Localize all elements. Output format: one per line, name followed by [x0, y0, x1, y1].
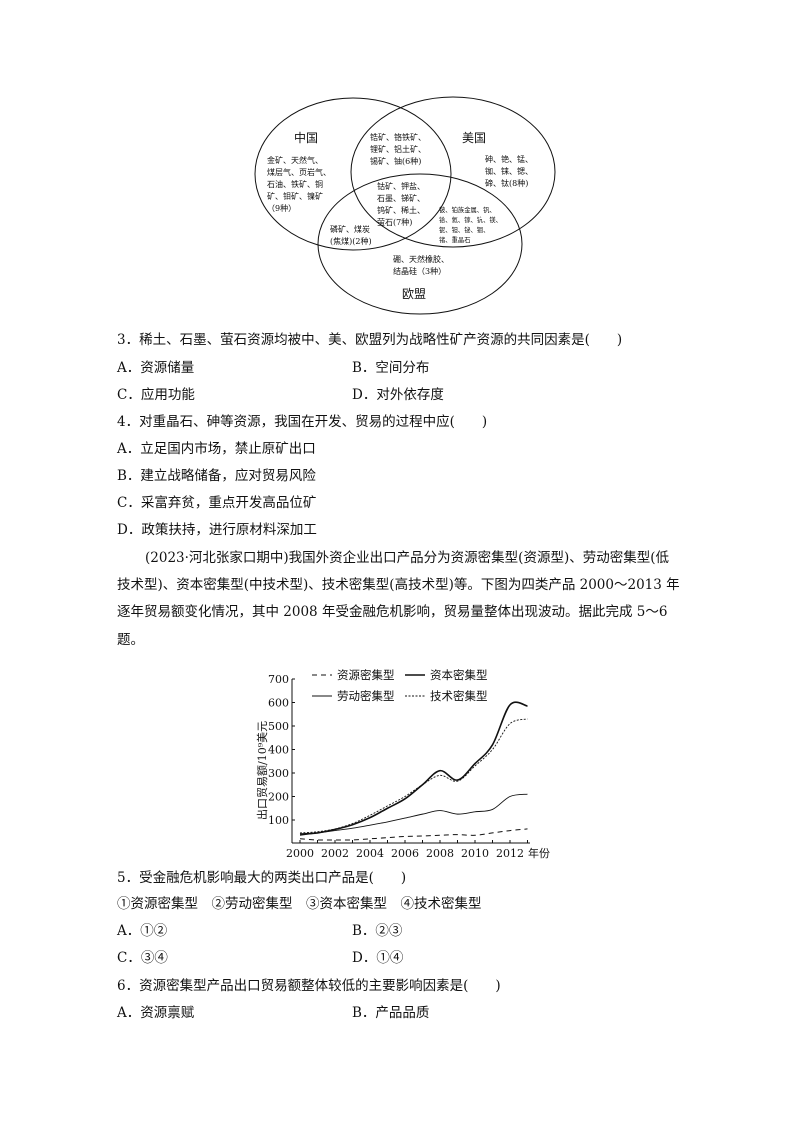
venn-china-us: 锡矿、铀(6种) — [370, 156, 421, 166]
circle-eu — [317, 173, 523, 315]
y-axis-label: 出口贸易额/10⁹美元 — [255, 721, 269, 820]
y-tick-label: 100 — [268, 814, 289, 827]
x-tick-label: 2008 — [426, 847, 454, 860]
y-tick-label: 600 — [268, 697, 289, 710]
q4-stem: 4．对重晶石、砷等资源，我国在开发、贸易的过程中应( ) — [117, 414, 488, 430]
venn-set-label: 美国 — [462, 131, 486, 145]
q5-stem: 5．受金融危机影响最大的两类出口产品是( ) — [117, 870, 407, 886]
x-tick-label: 2006 — [391, 847, 419, 860]
q4-option-b[interactable]: B．建立战略储备，应对贸易风险 — [117, 468, 316, 484]
venn-set-label: 中国 — [294, 130, 318, 145]
venn-china-us: 锆矿、铬铁矿、 — [370, 132, 426, 142]
legend-label: 劳动密集型 — [337, 689, 395, 703]
venn-china-only: 金矿、天然气、 — [267, 155, 323, 165]
y-tick-label: 400 — [268, 744, 289, 757]
q4-option-d[interactable]: D．政策扶持，进行原材料深加工 — [117, 522, 317, 538]
y-tick-label: 300 — [268, 767, 289, 780]
q5-option-c[interactable]: C．③④ — [117, 950, 168, 966]
venn-all-three: 钴矿、钾盐、 — [377, 181, 425, 191]
series-line-3 — [299, 718, 528, 834]
q5-option-b[interactable]: B．②③ — [352, 923, 403, 939]
venn-us-only: 碲、钛(8种) — [485, 178, 528, 188]
venn-us-only: 铷、铼、锶、 — [485, 166, 533, 176]
venn-all-three: 钨矿、稀土、 — [377, 205, 425, 215]
venn-set-label: 欧盟 — [402, 287, 426, 301]
venn-china-only: 煤层气、页岩气、 — [267, 167, 331, 177]
intro-line: (2023·河北张家口期中)我国外资企业出口产品分为资源密集型(资源型)、劳动密… — [145, 550, 669, 566]
venn-us-eu: 铌、钽、铋、铟、 — [439, 225, 489, 234]
venn-china-eu: (焦煤)(2种) — [330, 236, 372, 246]
q5-option-d[interactable]: D．①④ — [352, 950, 404, 966]
venn-us-eu: 铪、氦、镓、钪、镁、 — [439, 215, 502, 224]
q4-option-a[interactable]: A．立足国内市场，禁止原矿出口 — [117, 441, 316, 457]
q3-stem: 3．稀土、石墨、萤石资源均被中、美、欧盟列为战略性矿产资源的共同因素是( ) — [117, 332, 623, 348]
q5-statements: ①资源密集型 ②劳动密集型 ③资本密集型 ④技术密集型 — [117, 896, 482, 912]
x-axis-label: 年份 — [528, 846, 550, 860]
series-line-1 — [299, 701, 528, 835]
intro-line: 技术型)、资本密集型(中技术型)、技术密集型(高技术型)等。下图为四类产品 20… — [117, 577, 680, 593]
y-tick-label: 200 — [268, 791, 289, 804]
intro-line: 题。 — [117, 632, 144, 648]
venn-china-only: 石油、铁矿、铜 — [267, 179, 323, 189]
q3-option-b[interactable]: B．空间分布 — [352, 360, 430, 376]
series-line-0 — [299, 828, 528, 841]
q6-stem: 6．资源密集型产品出口贸易额整体较低的主要影响因素是( ) — [117, 978, 501, 994]
legend-label: 技术密集型 — [430, 689, 488, 703]
venn-eu-only: 硼、天然橡胶、 — [393, 254, 449, 264]
venn-china-us: 锂矿、铝土矿、 — [370, 144, 426, 154]
venn-us-only: 砷、铯、锰、 — [485, 154, 533, 164]
x-tick-label: 2012 — [496, 847, 524, 860]
x-tick-label: 2010 — [461, 847, 489, 860]
q3-option-d[interactable]: D．对外依存度 — [352, 387, 444, 403]
venn-all-three: 萤石(7种) — [377, 217, 412, 227]
venn-eu-only: 结晶硅（3种） — [393, 266, 446, 276]
q6-option-b[interactable]: B．产品品质 — [352, 1005, 430, 1021]
q3-option-a[interactable]: A．资源储量 — [117, 360, 195, 376]
y-tick-label: 500 — [268, 720, 289, 733]
venn-china-only: （9种） — [267, 203, 296, 213]
venn-china-only: 矿、钼矿、镍矿 — [267, 191, 323, 201]
y-tick-label: 700 — [268, 673, 289, 686]
venn-us-eu: 铍、铂族金属、钒、 — [439, 205, 496, 214]
venn-all-three: 石墨、锑矿、 — [377, 193, 425, 203]
circle-china — [254, 97, 452, 251]
q5-option-a[interactable]: A．①② — [117, 923, 168, 939]
q4-option-c[interactable]: C．采富弃贫，重点开发高品位矿 — [117, 495, 317, 511]
x-tick-label: 2002 — [321, 847, 349, 860]
q3-option-c[interactable]: C．应用功能 — [117, 387, 195, 403]
circle-us — [350, 96, 556, 248]
x-tick-label: 2000 — [286, 847, 314, 860]
q6-option-a[interactable]: A．资源禀赋 — [117, 1005, 195, 1021]
x-tick-label: 2004 — [356, 847, 384, 860]
series-line-2 — [299, 793, 528, 836]
legend-label: 资本密集型 — [430, 668, 488, 682]
intro-line: 逐年贸易额变化情况，其中 2008 年受金融危机影响，贸易量整体出现波动。据此完… — [117, 604, 668, 620]
venn-china-eu: 磷矿、煤炭 — [330, 224, 370, 234]
legend-label: 资源密集型 — [337, 668, 395, 682]
venn-us-eu: 锗、重晶石 — [439, 235, 470, 244]
